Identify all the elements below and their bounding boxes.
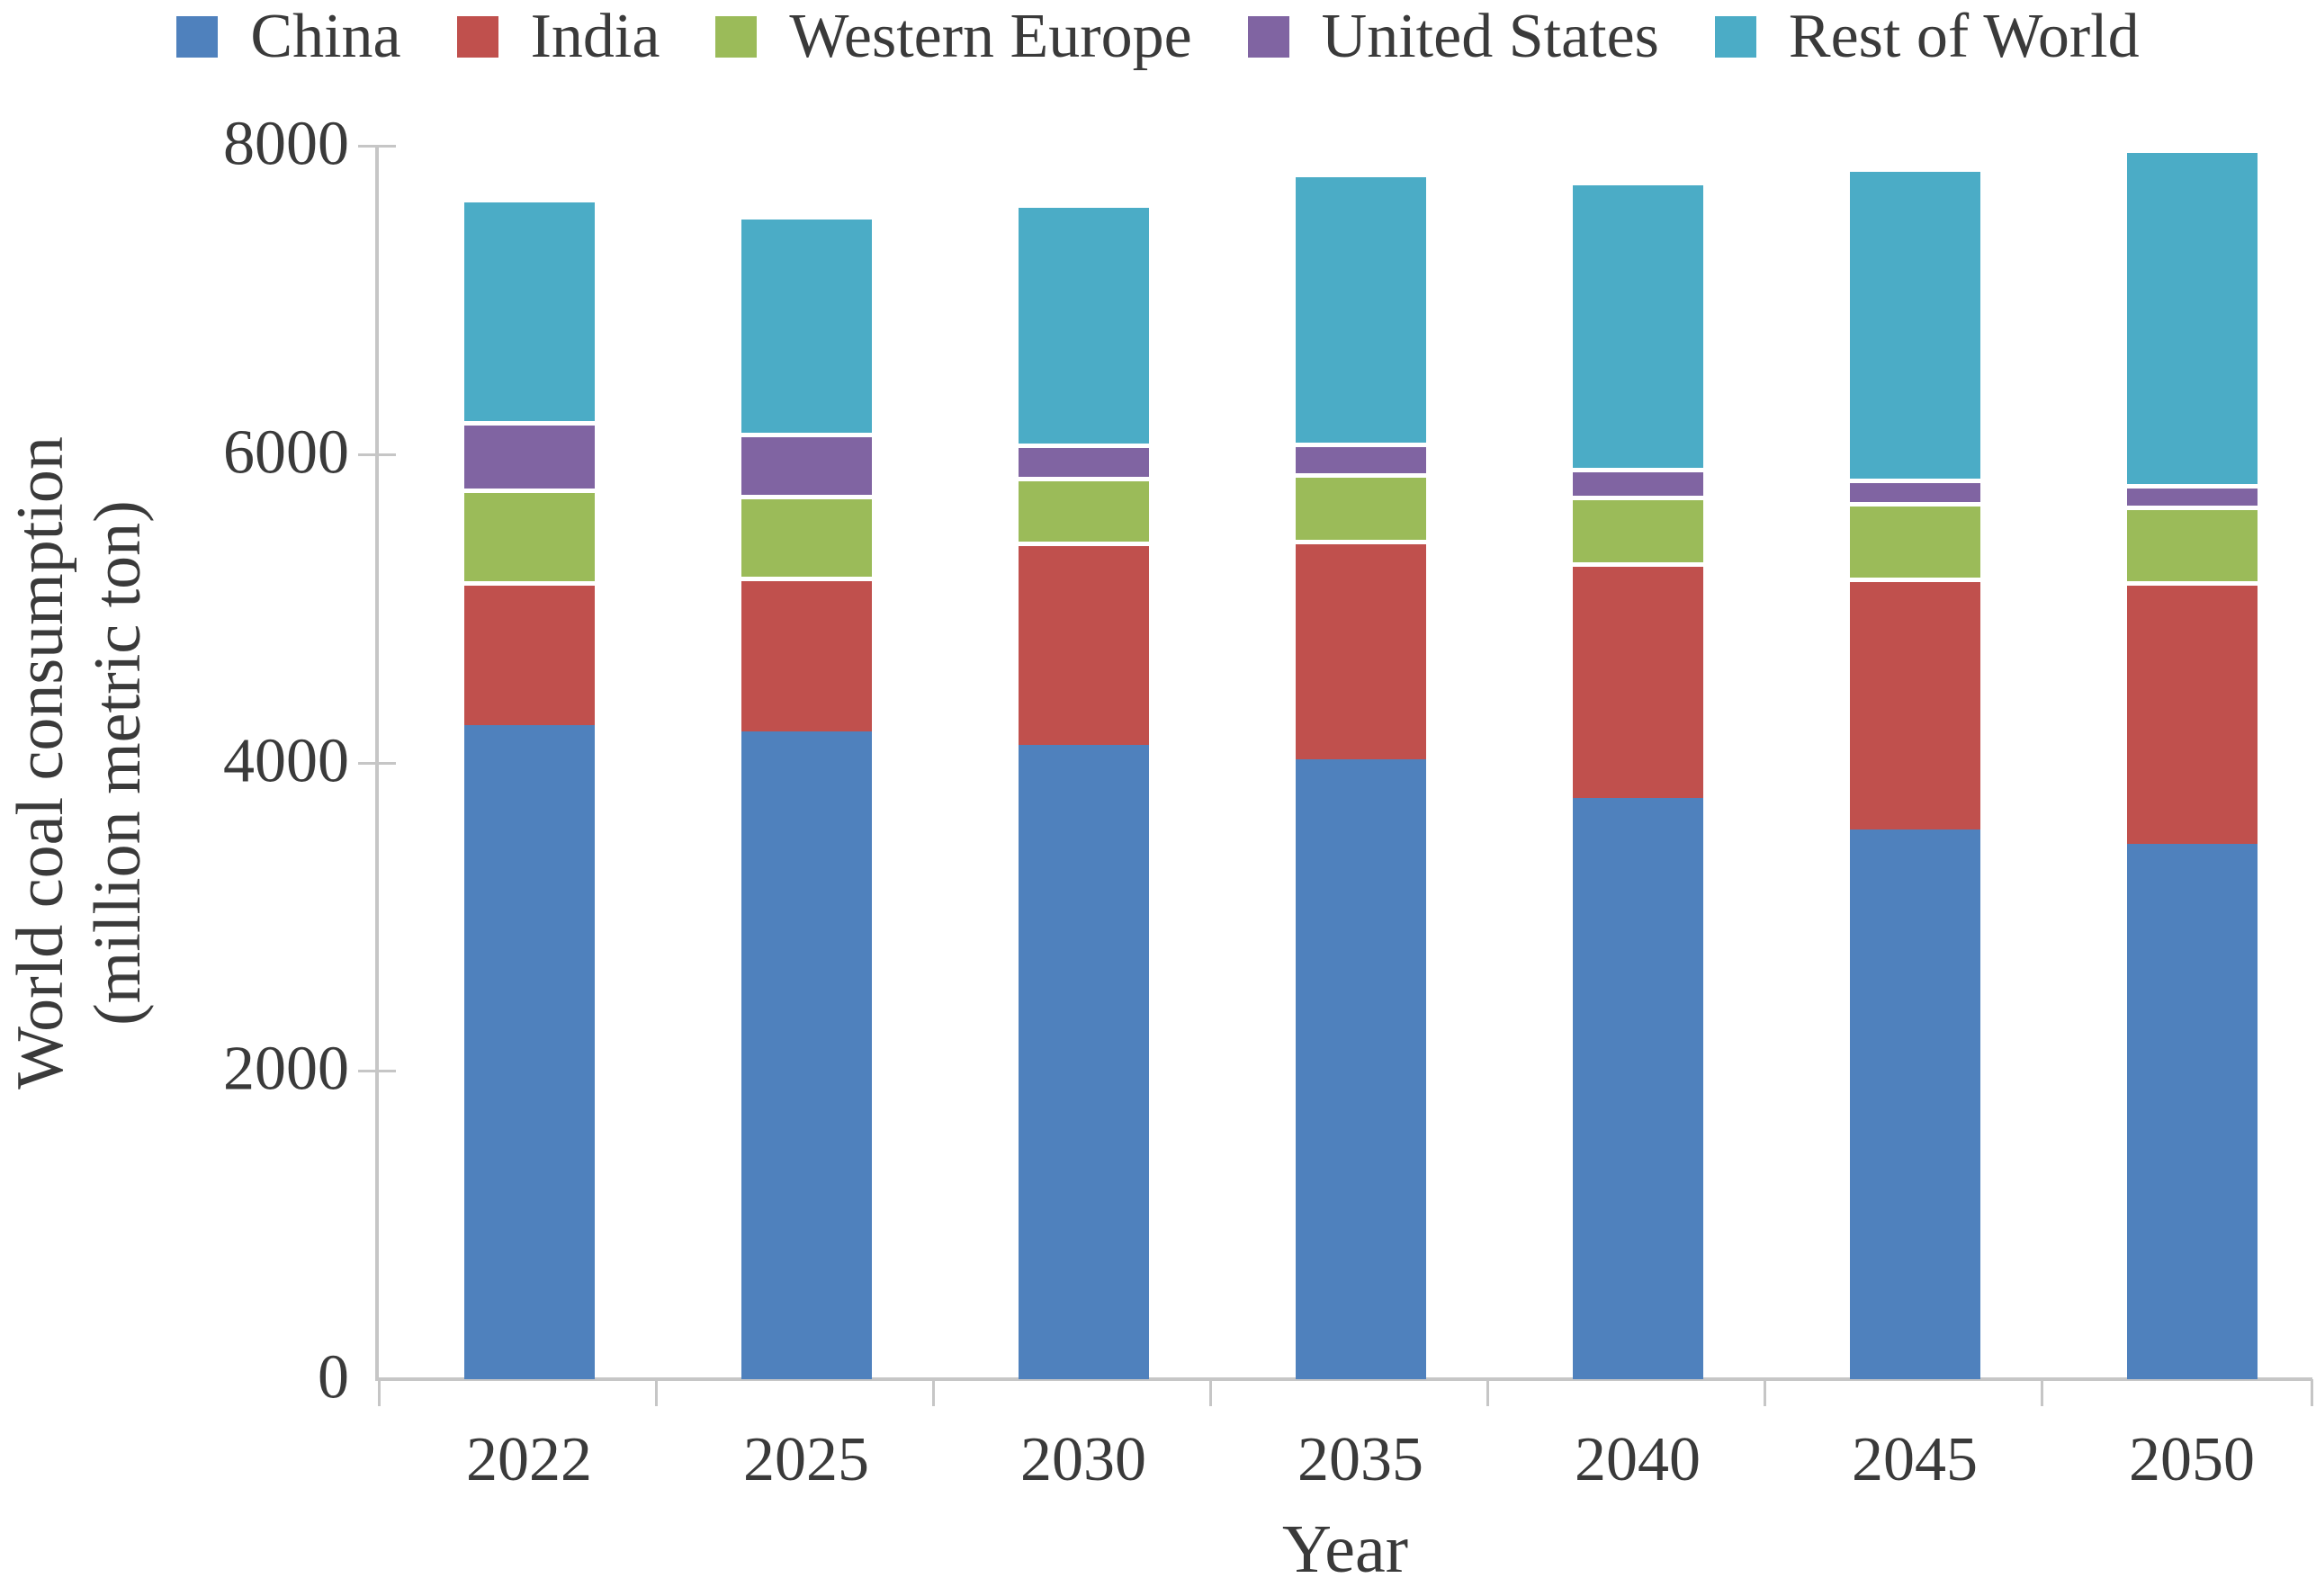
bar-segment-india-2022 — [463, 581, 595, 726]
x-tick-label-2050: 2050 — [2129, 1425, 2255, 1494]
x-axis-tick — [1486, 1379, 1489, 1406]
x-tick-label-2022: 2022 — [466, 1425, 592, 1494]
bar-segment-western-europe-2045 — [1849, 501, 1980, 578]
bar-segment-india-2040 — [1572, 561, 1703, 798]
bar-segment-india-2025 — [741, 577, 872, 732]
legend-swatch-icon — [456, 16, 498, 58]
bar-segment-india-2035 — [1295, 539, 1426, 760]
bar-segment-united-states-2030 — [1018, 443, 1149, 477]
x-axis-tick — [932, 1379, 935, 1406]
y-axis-tick — [358, 453, 396, 456]
bar-segment-united-states-2040 — [1572, 468, 1703, 497]
legend-swatch-icon — [1714, 16, 1756, 58]
legend-label: China — [250, 2, 401, 71]
y-axis-title: World coal consumption (million metric t… — [2, 436, 157, 1089]
bar-segment-china-2040 — [1572, 797, 1703, 1379]
legend: China India Western Europe United States Res… — [0, 5, 2316, 68]
x-tick-label-2030: 2030 — [1020, 1425, 1146, 1494]
bar-2022 — [463, 146, 595, 1379]
bar-segment-china-2050 — [2126, 844, 2258, 1379]
x-tick-label-2045: 2045 — [1852, 1425, 1978, 1494]
x-tick-label-2035: 2035 — [1297, 1425, 1423, 1494]
y-tick-label: 6000 — [223, 417, 349, 488]
bar-2025 — [741, 146, 872, 1379]
bar-segment-united-states-2035 — [1295, 442, 1426, 474]
bar-segment-rest-of-world-2045 — [1849, 167, 1980, 480]
bar-segment-western-europe-2025 — [741, 495, 872, 577]
bar-segment-china-2022 — [463, 725, 595, 1379]
bar-2030 — [1018, 146, 1149, 1379]
bar-segment-india-2030 — [1018, 541, 1149, 745]
bar-segment-western-europe-2030 — [1018, 476, 1149, 542]
bar-segment-united-states-2045 — [1849, 479, 1980, 502]
bar-segment-rest-of-world-2030 — [1018, 203, 1149, 444]
x-axis-tick — [2041, 1379, 2043, 1406]
y-axis-tick — [358, 1070, 396, 1073]
bar-segment-rest-of-world-2040 — [1572, 180, 1703, 469]
y-axis-tick — [358, 761, 396, 765]
legend-label: India — [530, 2, 660, 71]
y-axis-title-line1: World coal consumption — [4, 436, 77, 1089]
bar-segment-western-europe-2022 — [463, 489, 595, 582]
y-tick-label: 0 — [318, 1342, 349, 1412]
bar-segment-western-europe-2040 — [1572, 496, 1703, 562]
bar-segment-china-2035 — [1295, 759, 1426, 1379]
x-axis-tick — [378, 1379, 381, 1406]
legend-item-united-states: United States — [1247, 2, 1659, 71]
y-tick-label: 2000 — [223, 1034, 349, 1104]
bar-segment-rest-of-world-2025 — [741, 215, 872, 433]
bar-segment-china-2025 — [741, 731, 872, 1379]
bar-2045 — [1849, 146, 1980, 1379]
bar-segment-united-states-2025 — [741, 432, 872, 496]
x-axis-tick — [2311, 1379, 2313, 1406]
y-tick-label: 8000 — [223, 109, 349, 179]
x-axis-title: Year — [1281, 1511, 1409, 1587]
x-axis-tick — [655, 1379, 658, 1406]
bar-2050 — [2126, 146, 2258, 1379]
bar-segment-rest-of-world-2050 — [2126, 148, 2258, 485]
x-axis-tick — [1764, 1379, 1766, 1406]
legend-item-china: China — [176, 2, 401, 71]
y-tick-label: 4000 — [223, 726, 349, 796]
x-axis-line — [375, 1377, 2312, 1381]
legend-label: United States — [1321, 2, 1659, 71]
legend-item-india: India — [456, 2, 660, 71]
bar-segment-rest-of-world-2035 — [1295, 173, 1426, 443]
legend-swatch-icon — [1247, 16, 1289, 58]
bar-segment-rest-of-world-2022 — [463, 198, 595, 421]
bar-segment-united-states-2050 — [2126, 484, 2258, 507]
legend-item-rest-of-world: Rest of World — [1714, 2, 2140, 71]
bar-2040 — [1572, 146, 1703, 1379]
x-tick-label-2040: 2040 — [1575, 1425, 1701, 1494]
bar-segment-western-europe-2035 — [1295, 473, 1426, 540]
legend-label: Western Europe — [789, 2, 1192, 71]
bar-segment-western-europe-2050 — [2126, 506, 2258, 582]
bar-segment-united-states-2022 — [463, 420, 595, 489]
x-axis-tick — [1209, 1379, 1212, 1406]
bar-2035 — [1295, 146, 1426, 1379]
bar-segment-china-2030 — [1018, 744, 1149, 1379]
legend-item-western-europe: Western Europe — [715, 2, 1192, 71]
legend-swatch-icon — [715, 16, 758, 58]
legend-label: Rest of World — [1788, 2, 2140, 71]
legend-swatch-icon — [176, 16, 219, 58]
bar-segment-india-2050 — [2126, 581, 2258, 845]
x-tick-label-2025: 2025 — [743, 1425, 869, 1494]
bar-segment-india-2045 — [1849, 577, 1980, 830]
bar-segment-china-2045 — [1849, 829, 1980, 1379]
y-axis-tick — [358, 145, 396, 148]
